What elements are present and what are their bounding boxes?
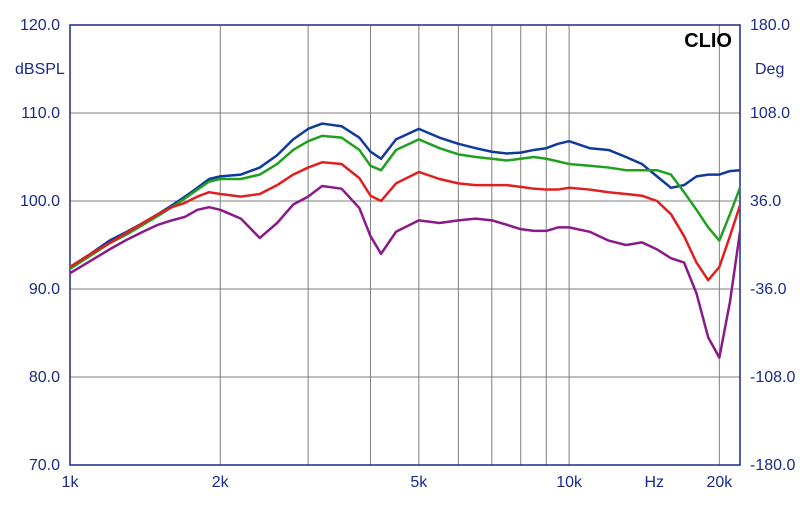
x-tick-label: 20k <box>706 474 733 491</box>
x-tick-label: 2k <box>212 474 230 491</box>
y-left-unit-label: dBSPL <box>15 61 65 78</box>
y-right-tick-label: 180.0 <box>750 17 790 34</box>
x-tick-label: 1k <box>62 474 80 491</box>
y-left-tick-label: 80.0 <box>29 369 60 386</box>
chart-svg: 70.0 80.0 90.0 100.0 110.0 120.0 dBSPL -180.0 -1… <box>0 0 800 505</box>
y-left-tick-label: 110.0 <box>21 105 60 122</box>
y-right-unit-label: Deg <box>755 61 784 78</box>
y-left-tick-label: 90.0 <box>29 281 60 298</box>
y-left-tick-label: 120.0 <box>20 17 60 34</box>
x-tick-label: 10k <box>556 474 583 491</box>
frequency-response-chart: 70.0 80.0 90.0 100.0 110.0 120.0 dBSPL -180.0 -1… <box>0 0 800 505</box>
y-right-tick-label: -108.0 <box>750 369 795 386</box>
y-right-tick-label: 36.0 <box>750 193 781 210</box>
x-tick-label: 5k <box>410 474 428 491</box>
y-left-tick-label: 70.0 <box>29 457 60 474</box>
x-unit-label: Hz <box>644 474 664 491</box>
y-right-tick-label: 108.0 <box>750 105 790 122</box>
brand-label: CLIO <box>684 30 732 52</box>
y-right-tick-label: -180.0 <box>750 457 795 474</box>
y-right-tick-label: -36.0 <box>750 281 787 298</box>
y-left-tick-label: 100.0 <box>20 193 60 210</box>
